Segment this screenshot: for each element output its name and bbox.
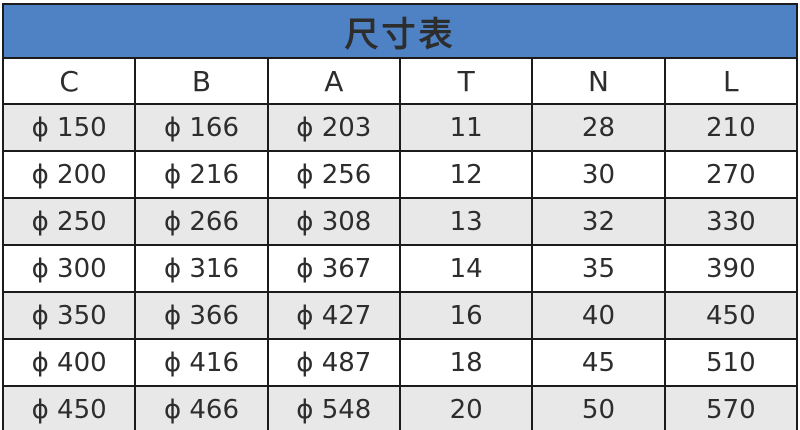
table-cell: 12 <box>398 150 534 199</box>
table-row: ϕ 450 ϕ 466 ϕ 548 20 50 570 <box>1 385 799 430</box>
table-title: 尺寸表 <box>2 3 798 59</box>
table-cell: ϕ 166 <box>134 103 269 152</box>
table-cell: 18 <box>398 338 534 387</box>
table-cell: ϕ 256 <box>266 150 401 199</box>
table-cell: 11 <box>398 103 534 152</box>
column-header: C <box>1 57 137 105</box>
table-cell: ϕ 250 <box>1 197 137 246</box>
table-cell: ϕ 548 <box>266 385 401 430</box>
table-row: ϕ 400 ϕ 416 ϕ 487 18 45 510 <box>1 338 799 387</box>
table-cell: ϕ 466 <box>134 385 269 430</box>
column-header: L <box>663 57 799 105</box>
table-row: ϕ 350 ϕ 366 ϕ 427 16 40 450 <box>1 291 799 340</box>
table-row: ϕ 300 ϕ 316 ϕ 367 14 35 390 <box>1 244 799 293</box>
table-cell: 32 <box>531 197 666 246</box>
table-cell: ϕ 266 <box>134 197 269 246</box>
table-cell: ϕ 150 <box>1 103 137 152</box>
table-cell: ϕ 427 <box>266 291 401 340</box>
table-cell: 13 <box>398 197 534 246</box>
table-cell: ϕ 367 <box>266 244 401 293</box>
table-cell: ϕ 350 <box>1 291 137 340</box>
table-cell: 45 <box>531 338 666 387</box>
table-row: ϕ 150 ϕ 166 ϕ 203 11 28 210 <box>1 103 799 152</box>
table-cell: ϕ 487 <box>266 338 401 387</box>
column-header: B <box>134 57 269 105</box>
table-cell: ϕ 316 <box>134 244 269 293</box>
table-body: ϕ 150 ϕ 166 ϕ 203 11 28 210 ϕ 200 ϕ 216 ϕ 256 12 3… <box>1 103 799 430</box>
table-cell: ϕ 216 <box>134 150 269 199</box>
table-row: ϕ 200 ϕ 216 ϕ 256 12 30 270 <box>1 150 799 199</box>
table-cell: 30 <box>531 150 666 199</box>
table-cell: 40 <box>531 291 666 340</box>
table-cell: 450 <box>663 291 799 340</box>
table-row: ϕ 250 ϕ 266 ϕ 308 13 32 330 <box>1 197 799 246</box>
title-row: 尺寸表 <box>2 3 798 59</box>
table-cell: 14 <box>398 244 534 293</box>
table-cell: 20 <box>398 385 534 430</box>
table-cell: 28 <box>531 103 666 152</box>
column-header: T <box>398 57 534 105</box>
table-cell: 210 <box>663 103 799 152</box>
table-cell: ϕ 416 <box>134 338 269 387</box>
table-cell: ϕ 450 <box>1 385 137 430</box>
table-cell: ϕ 308 <box>266 197 401 246</box>
table-cell: 16 <box>398 291 534 340</box>
table-cell: 510 <box>663 338 799 387</box>
table-cell: 570 <box>663 385 799 430</box>
table-cell: 390 <box>663 244 799 293</box>
table-cell: ϕ 400 <box>1 338 137 387</box>
column-header: N <box>531 57 666 105</box>
column-header: A <box>266 57 401 105</box>
table-cell: 35 <box>531 244 666 293</box>
table-cell: ϕ 203 <box>266 103 401 152</box>
table-cell: ϕ 300 <box>1 244 137 293</box>
table-cell: 270 <box>663 150 799 199</box>
table-cell: 330 <box>663 197 799 246</box>
table-cell: 50 <box>531 385 666 430</box>
table-cell: ϕ 366 <box>134 291 269 340</box>
table-cell: ϕ 200 <box>1 150 137 199</box>
